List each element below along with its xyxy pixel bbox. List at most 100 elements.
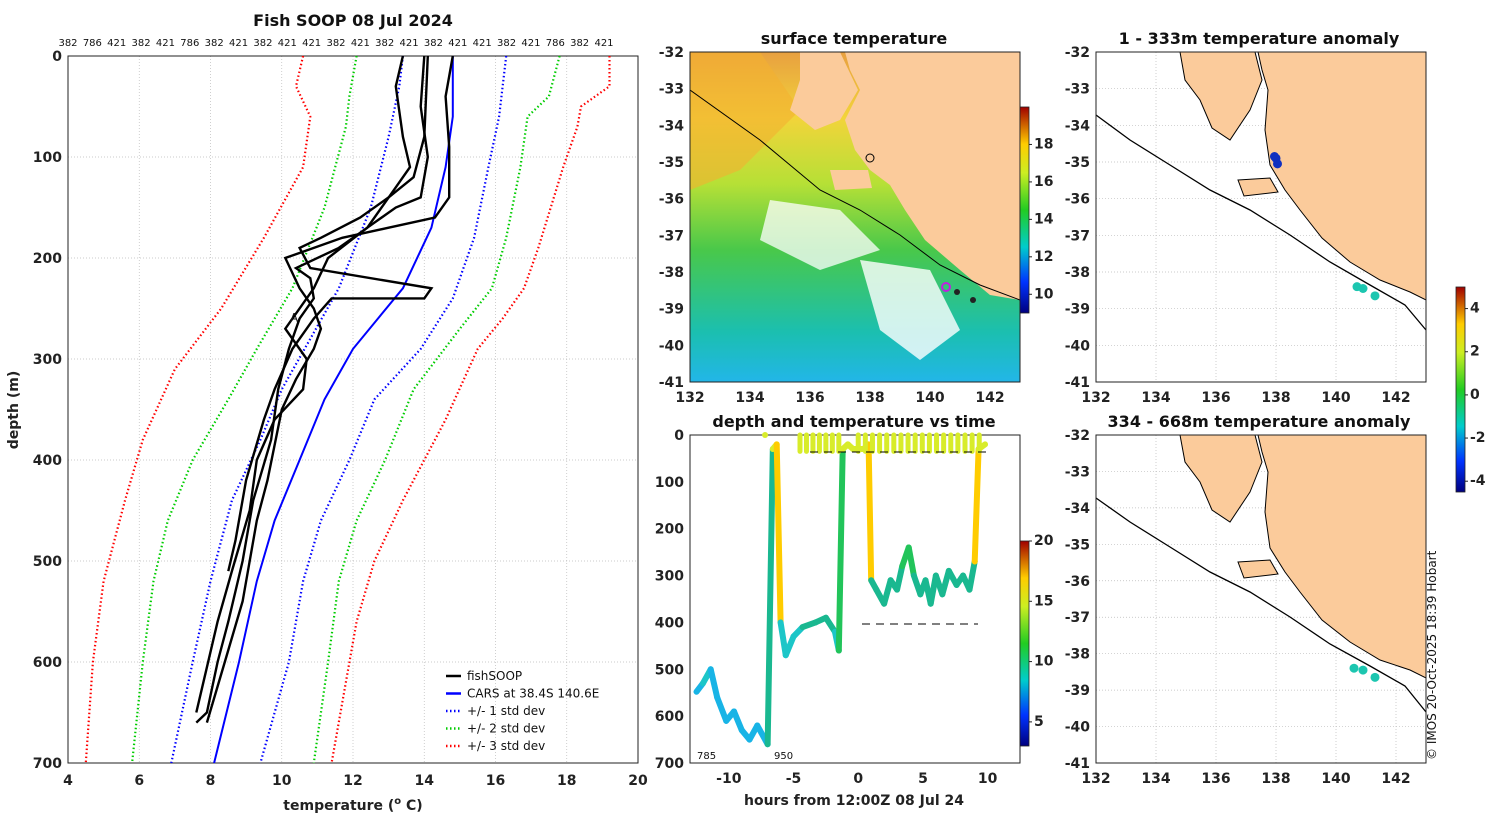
anom2-ytick: -32 [1065, 428, 1090, 444]
anom2-axes-box [1095, 434, 1427, 764]
profile-title: Fish SOOP 08 Jul 2024 [253, 11, 453, 30]
time-panel: depth and temperature vs time -10 -5 0 5 100… [655, 412, 1054, 809]
profile-series-line [312, 55, 561, 764]
anom1-xtick: 132 [1081, 390, 1110, 406]
profile-marker-a: A [290, 311, 299, 325]
profile-series-line [330, 56, 611, 764]
anom2-land-kangaroo-island [1237, 559, 1279, 579]
time-track-segment [714, 694, 730, 724]
sst-ytick: -35 [659, 155, 684, 171]
time-ytick: 700 [655, 756, 684, 772]
profile-top-label: 421 [448, 38, 467, 49]
profile-ytick: 100 [33, 150, 62, 166]
profile-legend-label: +/- 2 std dev [467, 722, 545, 736]
anomaly-colorbar-label: 0 [1470, 387, 1480, 403]
profile-xtick: 8 [206, 773, 216, 789]
anom1-shelf-contour [1095, 114, 1427, 331]
profile-xtick: 10 [272, 773, 292, 789]
sst-colorbar-label: 18 [1034, 136, 1053, 152]
time-track-segment [707, 666, 721, 701]
profile-xtick: 6 [134, 773, 144, 789]
profile-top-label: 421 [278, 38, 297, 49]
anom1-point [1370, 291, 1380, 301]
profile-legend: fishSOOP CARS at 38.4S 140.6E +/- 1 std de… [446, 669, 599, 753]
anom1-point [1358, 284, 1368, 293]
anom1-ytick: -40 [1065, 338, 1091, 354]
anom1-xtick: 140 [1321, 390, 1350, 406]
profile-top-label: 382 [497, 38, 516, 49]
profile-xtick: 12 [343, 773, 362, 789]
anom1-axes-box [1095, 51, 1427, 383]
sst-ytick: -41 [659, 375, 684, 391]
profile-top-label: 421 [156, 38, 175, 49]
anom1-ytick: -37 [1065, 228, 1090, 244]
anom2-ytick: -39 [1065, 683, 1090, 699]
anom2-ytick: -36 [1065, 574, 1090, 590]
anom2-xtick: 142 [1381, 771, 1410, 787]
profile-xtick: 14 [415, 773, 435, 789]
sst-colorbar-label: 10 [1034, 286, 1054, 302]
anom1-land-mainland [1257, 51, 1427, 301]
anomaly-colorbar-label: -2 [1470, 430, 1486, 446]
profile-top-label: 382 [253, 38, 272, 49]
profile-series-line [205, 55, 454, 723]
time-track-segment [881, 577, 894, 607]
sst-xtick: 134 [735, 390, 764, 406]
anom2-shelf-contour [1095, 497, 1427, 713]
anom1-ytick: -38 [1065, 265, 1090, 281]
sst-colorbar [1019, 106, 1030, 314]
sst-ytick: -36 [659, 192, 684, 208]
time-track-segment [782, 633, 797, 659]
sst-land-eyre [790, 52, 858, 130]
profile-xtick: 4 [63, 773, 73, 789]
profile-ytick: 500 [33, 554, 62, 570]
sst-xtick: 142 [975, 390, 1004, 406]
profile-series-line [259, 55, 508, 764]
sst-xtick: 136 [795, 390, 824, 406]
anomaly-colorbar-label: 4 [1470, 301, 1480, 317]
anom1-xtick: 142 [1381, 390, 1410, 406]
profile-top-label: 421 [351, 38, 370, 49]
anom1-xtick: 138 [1261, 390, 1290, 406]
time-track-segment [905, 544, 917, 579]
sst-cloud-patch-2 [860, 260, 960, 360]
sst-land-kangaroo-island [830, 170, 872, 190]
time-colorbar [1019, 540, 1030, 747]
time-track-segment [894, 563, 906, 593]
profile-ytick: 600 [33, 655, 62, 671]
time-ytick: 200 [655, 522, 684, 538]
profile-top-label: 382 [58, 38, 77, 49]
anom2-land-eyre [1179, 434, 1263, 523]
anom1-point [1270, 152, 1279, 161]
anom1-ytick: -35 [1065, 155, 1090, 171]
anom1-ytick: -36 [1065, 192, 1090, 208]
profile-xtick: 20 [628, 773, 648, 789]
time-track-segment [971, 446, 982, 565]
sst-ytick: -39 [659, 302, 684, 318]
sst-panel: surface temperature [659, 29, 1054, 406]
anom1-title: 1 - 333m temperature anomaly [1119, 29, 1400, 48]
profile-legend-label: CARS at 38.4S 140.6E [467, 687, 599, 701]
time-ytick: 300 [655, 569, 684, 585]
sst-ytick: -40 [659, 338, 685, 354]
profile-xlabel: temperature (o C) [283, 796, 422, 814]
profile-top-label: 786 [546, 38, 565, 49]
sst-xtick: 132 [675, 390, 704, 406]
anom2-point [1358, 665, 1368, 675]
anom1-panel: 1 - 333m temperature anomaly 132 134 136 13… [1065, 29, 1486, 493]
time-ytick: 500 [655, 662, 684, 678]
sst-colorbar-label: 16 [1034, 174, 1053, 190]
sst-track-dot [954, 289, 960, 295]
anom2-ytick: -40 [1065, 720, 1091, 736]
profile-top-label: 382 [424, 38, 443, 49]
anom2-ytick: -34 [1065, 501, 1091, 517]
sst-warm-patch [690, 52, 800, 190]
profile-ytick: 700 [33, 756, 62, 772]
anom2-point [1370, 672, 1380, 682]
sst-track-dot [970, 297, 976, 303]
profile-series-line [195, 55, 412, 724]
profile-xtick: 18 [557, 773, 576, 789]
profile-panel: Fish SOOP 08 Jul 2024 382 786 421 382 421 786… [6, 11, 648, 814]
sst-xtick: 140 [915, 390, 944, 406]
